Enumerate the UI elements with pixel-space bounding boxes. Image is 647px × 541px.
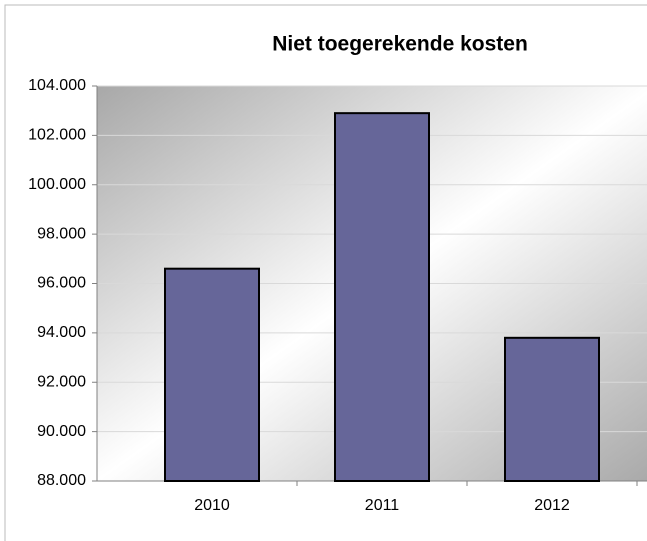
y-tick-label: 94.000 bbox=[37, 324, 86, 341]
bar bbox=[334, 112, 430, 482]
y-tick-label: 100.000 bbox=[28, 176, 86, 193]
y-tick-label: 90.000 bbox=[37, 423, 86, 440]
chart-title: Niet toegerekende kosten bbox=[272, 33, 528, 56]
y-tick-label: 88.000 bbox=[37, 472, 86, 489]
y-tick-label: 96.000 bbox=[37, 275, 86, 292]
x-tick-label: 2010 bbox=[194, 497, 230, 514]
x-tick-label: 2012 bbox=[534, 497, 570, 514]
y-tick-label: 104.000 bbox=[28, 77, 86, 94]
y-tick-label: 92.000 bbox=[37, 373, 86, 390]
y-tick-label: 102.000 bbox=[28, 127, 86, 144]
bar bbox=[504, 336, 600, 482]
bar bbox=[164, 267, 260, 482]
y-tick-label: 98.000 bbox=[37, 225, 86, 242]
x-tick-label: 2011 bbox=[365, 497, 400, 514]
